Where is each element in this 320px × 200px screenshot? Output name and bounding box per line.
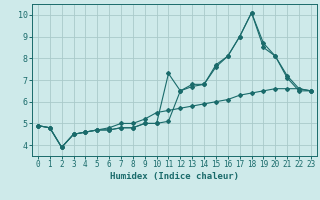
X-axis label: Humidex (Indice chaleur): Humidex (Indice chaleur)	[110, 172, 239, 181]
